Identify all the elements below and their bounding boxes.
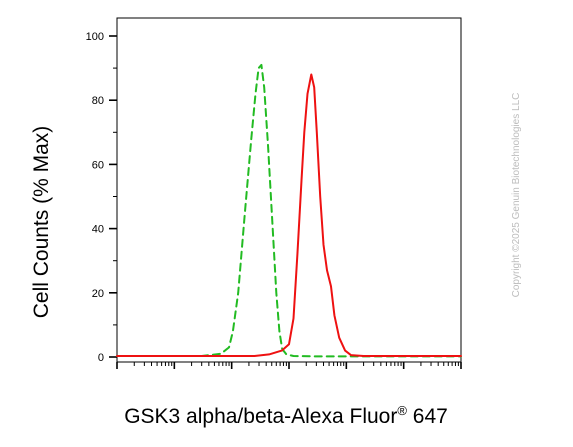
y-tick-label: 60 [92,159,104,171]
x-axis-title: GSK3 alpha/beta-Alexa Fluor® 647 [124,403,448,428]
plot-frame [116,17,462,363]
y-tick-label: 80 [92,95,104,107]
plot-border [116,17,462,363]
copyright-watermark: Copyright ©2025 Genuin Biotechnologies L… [511,93,522,298]
y-tick-label: 20 [92,288,104,300]
control-histogram-line [116,63,462,358]
y-tick-label: 100 [86,31,104,43]
y-tick-label: 0 [98,352,104,364]
y-axis: 0 20 40 60 80 100 [86,31,117,364]
series-layer [116,63,462,358]
sample-histogram-line [116,73,462,357]
y-axis-title: Cell Counts (% Max) [30,126,53,319]
x-axis-title-suffix: 647 [407,405,448,428]
x-axis-title-main: GSK3 alpha/beta-Alexa Fluor [124,405,397,428]
x-axis [116,362,462,369]
y-tick-label: 40 [92,224,104,236]
x-axis-title-superscript: ® [397,403,407,418]
